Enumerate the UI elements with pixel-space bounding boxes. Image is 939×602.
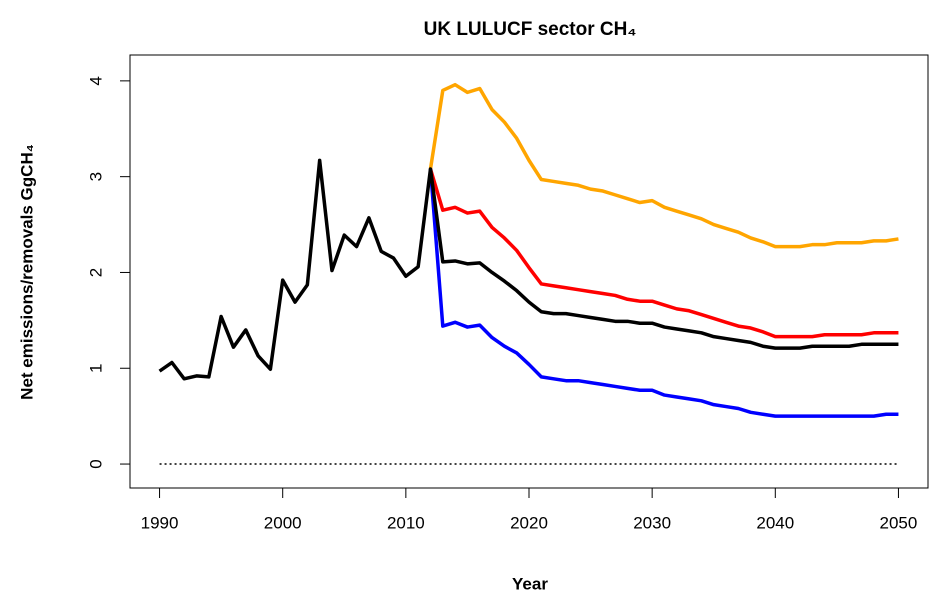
series-line xyxy=(158,158,899,381)
x-tick-label: 2040 xyxy=(756,513,794,532)
plot-box xyxy=(129,54,929,489)
y-tick-label: 3 xyxy=(86,172,105,181)
x-tick-label: 2000 xyxy=(264,513,302,532)
series-line xyxy=(428,82,899,249)
x-tick-label: 2010 xyxy=(387,513,425,532)
y-axis-label: Net emissions/removals GgCH₄ xyxy=(17,144,36,400)
chart-title: UK LULUCF sector CH₄ xyxy=(424,19,637,40)
x-tick-label: 2030 xyxy=(633,513,671,532)
x-tick-label: 2050 xyxy=(880,513,918,532)
y-tick-label: 2 xyxy=(86,268,105,277)
x-tick-label: 2020 xyxy=(510,513,548,532)
y-tick-label: 4 xyxy=(86,76,105,85)
x-axis-label: Year xyxy=(512,574,548,593)
series-line xyxy=(428,168,899,418)
series-line xyxy=(428,168,899,339)
x-tick-label: 1990 xyxy=(141,513,179,532)
y-tick-label: 0 xyxy=(86,459,105,468)
y-tick-label: 1 xyxy=(86,364,105,373)
